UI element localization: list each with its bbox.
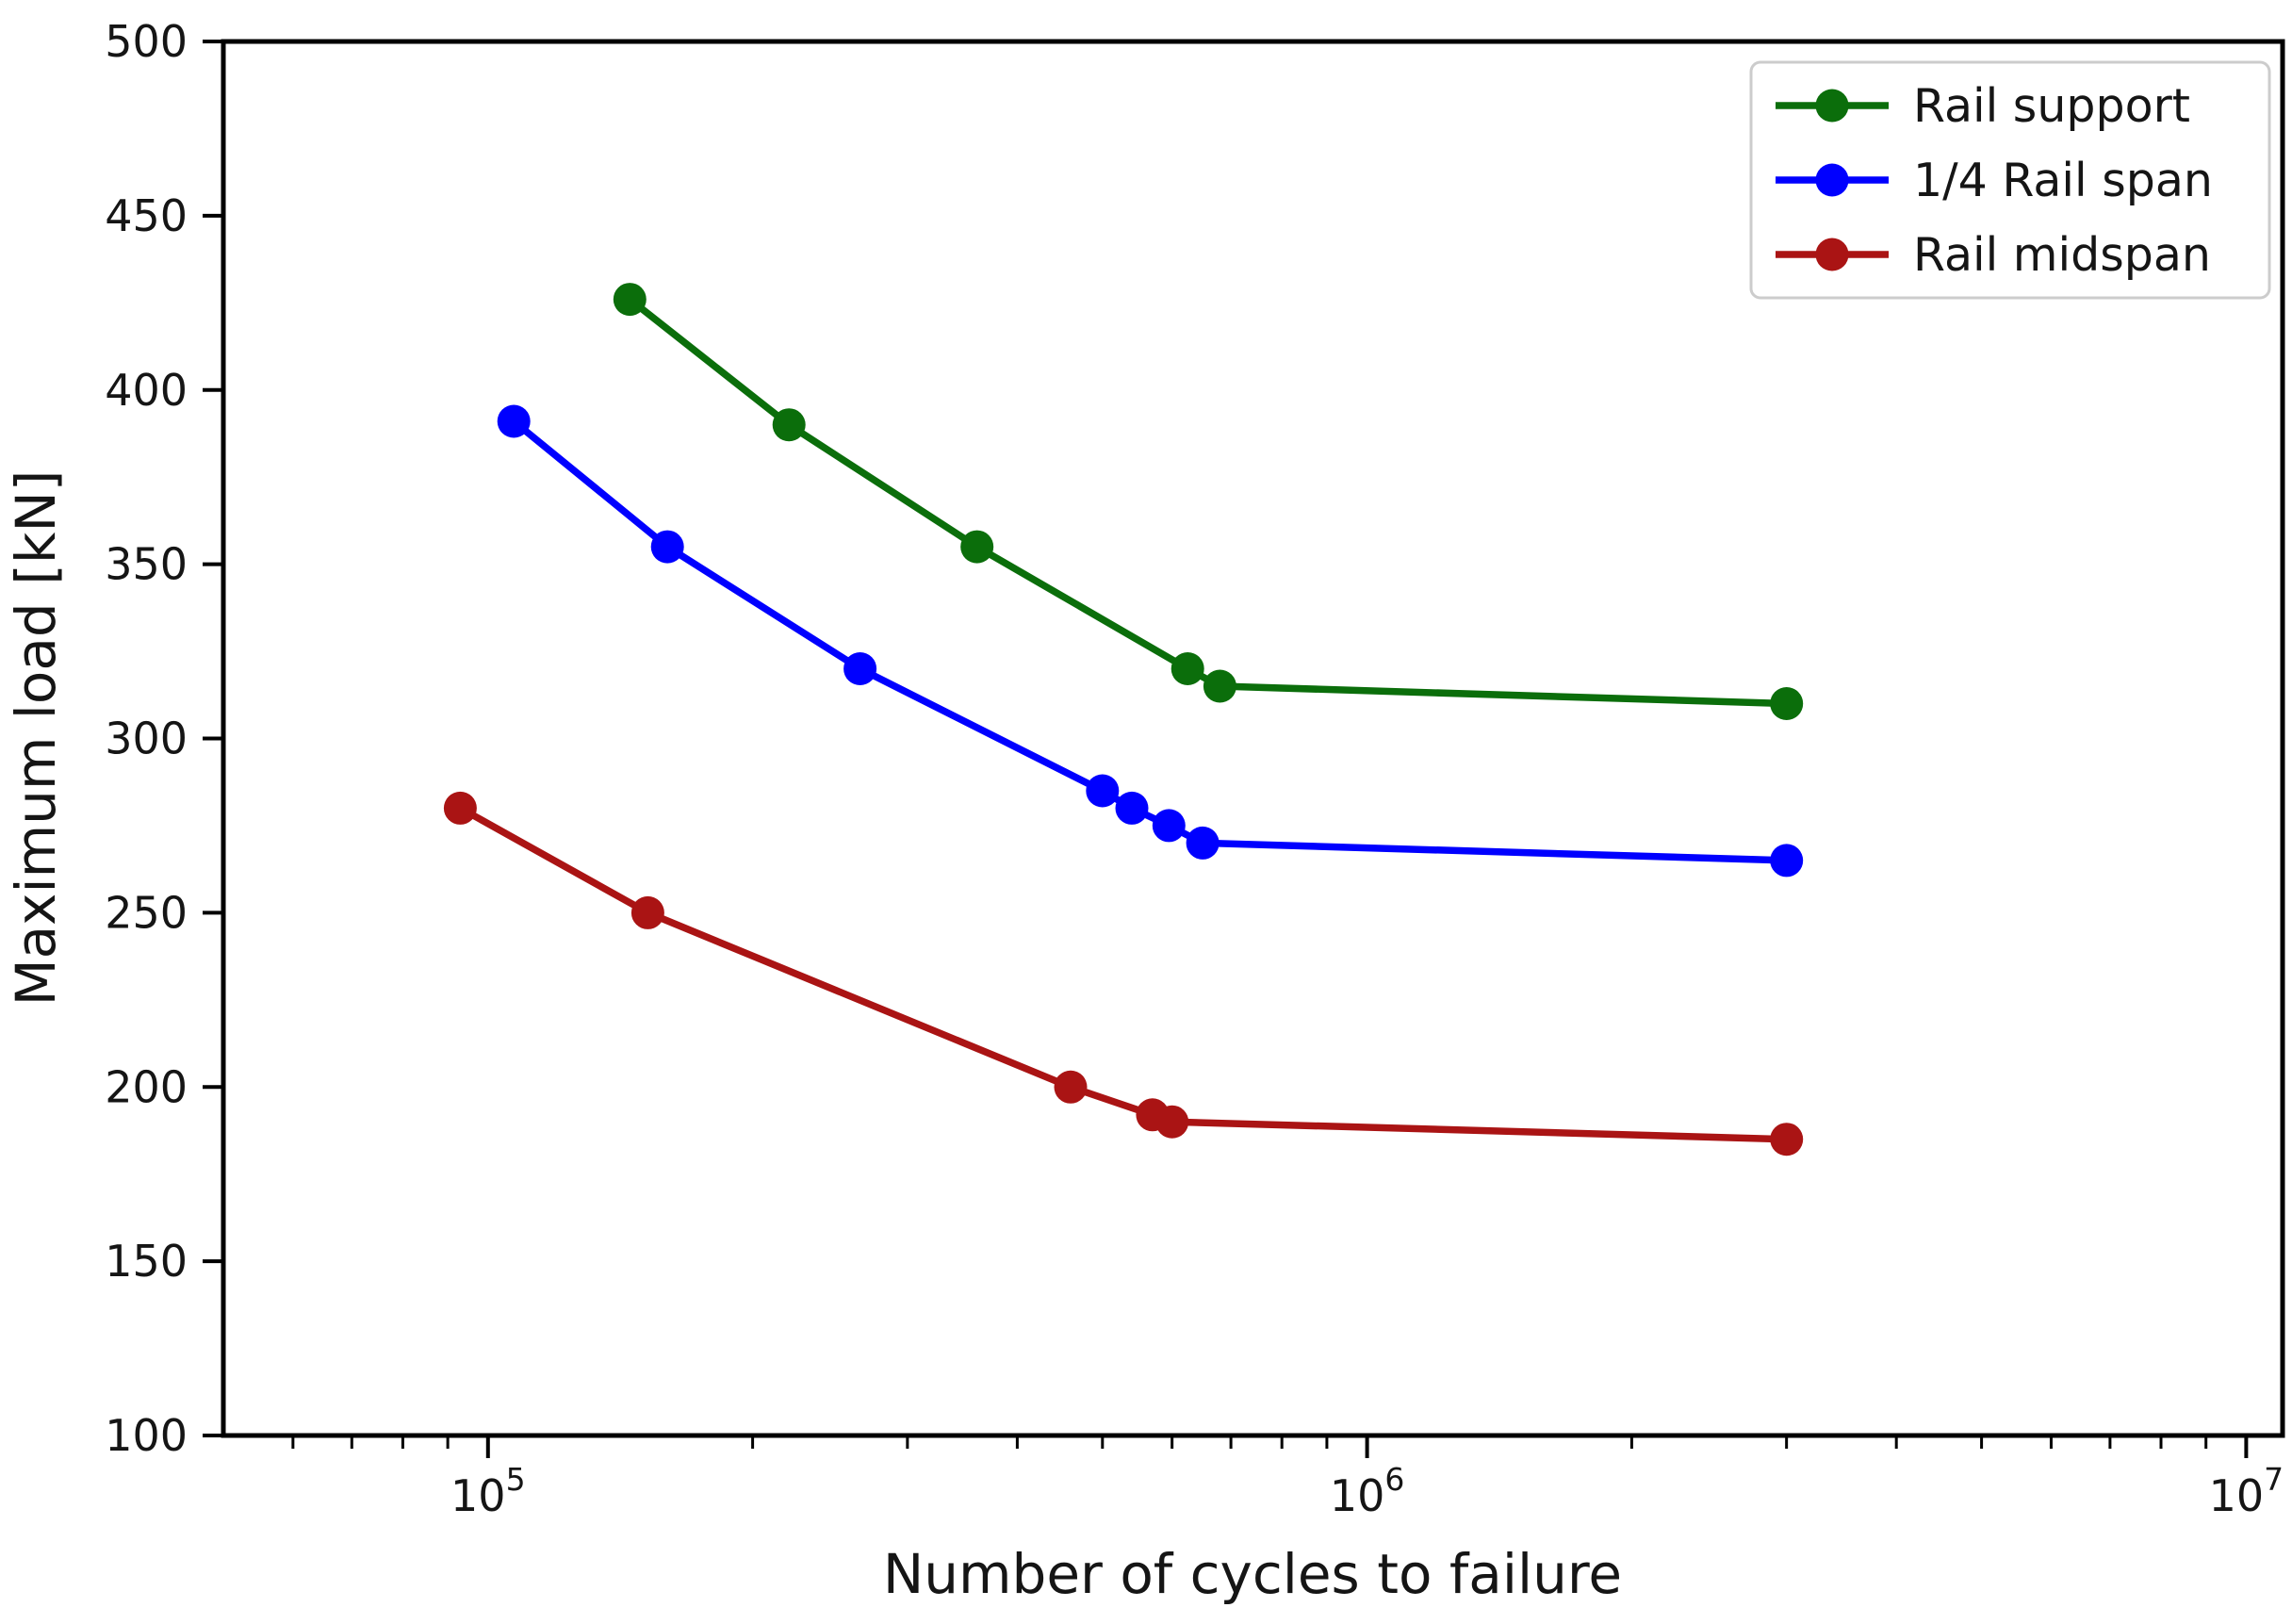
data-point-rail-support	[960, 530, 994, 564]
y-tick-label: 450	[105, 190, 188, 241]
legend-marker	[1815, 238, 1849, 271]
y-tick-label: 400	[105, 365, 188, 416]
data-point-rail-midspan	[1770, 1123, 1804, 1156]
data-point-rail-support	[613, 283, 647, 317]
legend-label: Rail support	[1913, 79, 2190, 133]
legend-label: 1/4 Rail span	[1913, 154, 2213, 207]
data-point-1-4-rail-span	[1152, 809, 1186, 843]
y-axis-title: Maximum load [kN]	[4, 470, 68, 1007]
data-point-rail-midspan	[1155, 1105, 1189, 1139]
data-point-1-4-rail-span	[1186, 826, 1220, 860]
y-tick-label: 150	[105, 1236, 188, 1287]
x-axis-title: Number of cycles to failure	[883, 1542, 1622, 1606]
y-tick-label: 200	[105, 1061, 188, 1112]
y-tick-label: 350	[105, 539, 188, 590]
data-point-rail-midspan	[630, 895, 664, 929]
legend-box	[1749, 60, 2271, 300]
y-tick-label: 500	[105, 16, 188, 67]
y-tick-label: 250	[105, 887, 188, 938]
data-point-rail-support	[772, 408, 806, 442]
x-tick-label: 107	[2209, 1461, 2284, 1521]
x-tick-label: 105	[450, 1461, 526, 1521]
data-point-rail-support	[1171, 652, 1204, 685]
series-line-1-4-rail-span	[511, 418, 1787, 864]
data-point-1-4-rail-span	[1115, 791, 1149, 825]
data-point-1-4-rail-span	[650, 530, 684, 564]
data-point-1-4-rail-span	[497, 404, 531, 438]
data-point-rail-support	[1203, 669, 1236, 703]
data-point-1-4-rail-span	[843, 652, 877, 685]
legend-marker	[1815, 163, 1849, 197]
series-line-rail-support	[627, 296, 1787, 708]
data-point-1-4-rail-span	[1086, 774, 1120, 808]
legend-marker	[1815, 89, 1849, 123]
y-tick-label: 300	[105, 714, 188, 764]
plot-area: 100 150 200 250 300 350 400 450 500 105 106 107 Rail…	[105, 16, 2285, 1521]
y-tick-label: 100	[105, 1410, 188, 1461]
data-point-rail-midspan	[1054, 1070, 1088, 1104]
data-point-rail-support	[1770, 687, 1804, 720]
data-point-1-4-rail-span	[1770, 844, 1804, 878]
series-line-rail-midspan	[458, 805, 1787, 1143]
x-tick-label: 106	[1330, 1461, 1405, 1521]
legend-label: Rail midspan	[1913, 228, 2211, 282]
data-point-rail-midspan	[443, 791, 477, 825]
